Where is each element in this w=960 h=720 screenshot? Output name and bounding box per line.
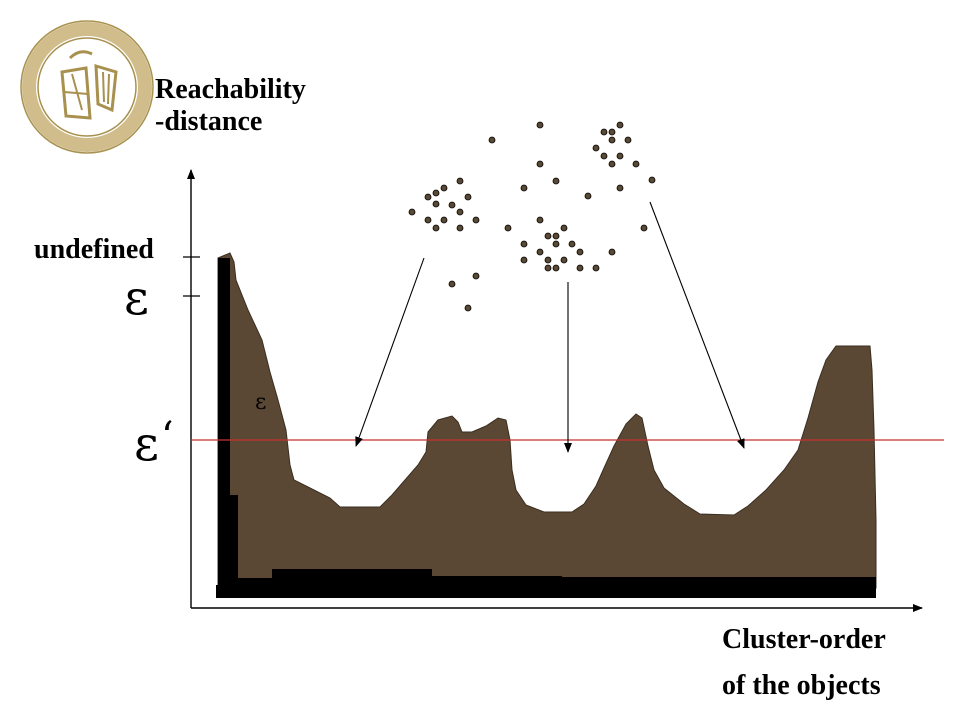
epsilon-marker-label: ε: [124, 270, 149, 326]
reachability-area: [217, 252, 877, 589]
y-axis-label-line2: -distance: [155, 106, 263, 137]
prime-mark: ‘: [160, 414, 174, 460]
university-seal-icon: [20, 20, 154, 154]
x-axis-label-line1: Cluster-order: [722, 624, 886, 655]
cluster-points: [408, 121, 656, 312]
arrow-cluster-3: [649, 201, 745, 449]
epsilon-prime-symbol: ε: [134, 416, 159, 472]
epsilon-small-label: ε: [255, 390, 267, 415]
arrow-cluster-1: [355, 257, 425, 447]
y-axis-label-line1: Reachability: [155, 74, 306, 105]
epsilon-prime-marker-label: ε‘: [134, 417, 174, 468]
undefined-marker-label: undefined: [34, 234, 154, 265]
baseline-bars: [216, 258, 876, 598]
x-axis-label-line2: of the objects: [722, 670, 881, 701]
